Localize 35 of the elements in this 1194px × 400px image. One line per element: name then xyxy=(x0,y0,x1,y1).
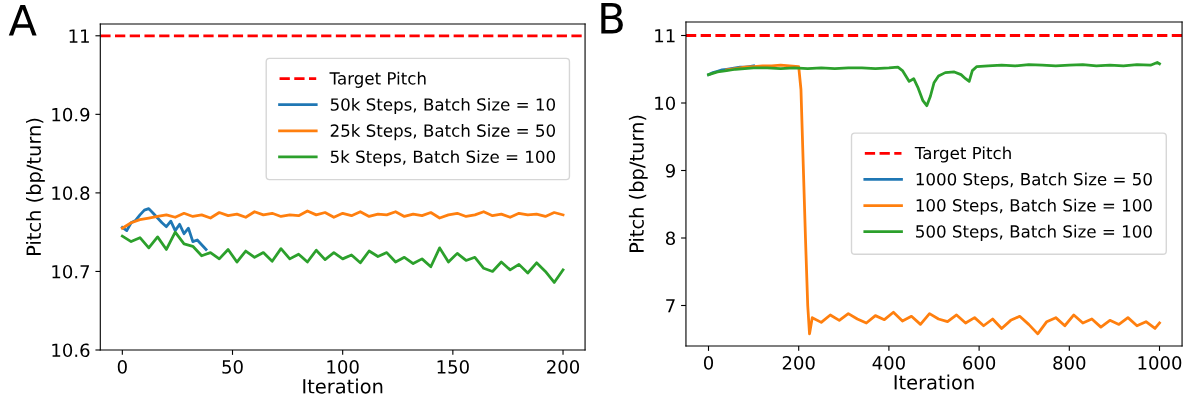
x-tick-label: 100 xyxy=(327,360,359,374)
x-axis-title: Iteration xyxy=(894,374,974,390)
x-axis-title: Iteration xyxy=(303,378,383,394)
chart-title: B xyxy=(601,3,623,34)
y-axis-title: Pitch (bp/turn) xyxy=(628,115,648,253)
x-tick-label: 600 xyxy=(963,356,996,370)
y-tick-label: 10.8 xyxy=(52,186,90,201)
y-tick-label: 7 xyxy=(666,299,675,313)
x-tick-label: 0 xyxy=(117,360,127,374)
y-tick-label: 8 xyxy=(665,231,675,246)
x-tick-label: 400 xyxy=(872,356,905,370)
legend-label: 5k Steps, Batch Size = 100 xyxy=(330,150,556,167)
y-tick-label: 9 xyxy=(665,163,675,178)
legend-label: 50k Steps, Batch Size = 10 xyxy=(330,97,556,115)
y-tick-label: 10.9 xyxy=(52,107,90,122)
legend-label: 500 Steps, Batch Size = 100 xyxy=(916,224,1152,241)
x-tick-label: 200 xyxy=(782,356,815,370)
x-tick-label: 50 xyxy=(222,360,243,374)
y-tick-label: 11 xyxy=(69,29,89,43)
y-tick-label: 10.7 xyxy=(52,264,90,279)
legend-label: 25k Steps, Batch Size = 50 xyxy=(330,124,556,141)
y-tick-label: 11 xyxy=(655,29,675,43)
x-tick-label: 150 xyxy=(437,360,469,374)
x-tick-label: 200 xyxy=(547,360,580,374)
legend-label: 1000 Steps, Batch Size = 50 xyxy=(916,172,1152,189)
y-tick-label: 10 xyxy=(655,96,676,111)
x-tick-label: 800 xyxy=(1053,356,1086,370)
x-tick-label: 0 xyxy=(703,356,714,370)
x-tick-label: 1000 xyxy=(1138,356,1182,370)
legend-label: Target Pitch xyxy=(329,71,426,88)
legend-label: Target Pitch xyxy=(914,146,1011,163)
y-axis-title: Pitch (bp/turn) xyxy=(26,118,45,256)
y-tick-label: 10.6 xyxy=(52,343,90,358)
legend-label: 100 Steps, Batch Size = 100 xyxy=(916,198,1152,215)
chart-title: A xyxy=(8,5,37,36)
